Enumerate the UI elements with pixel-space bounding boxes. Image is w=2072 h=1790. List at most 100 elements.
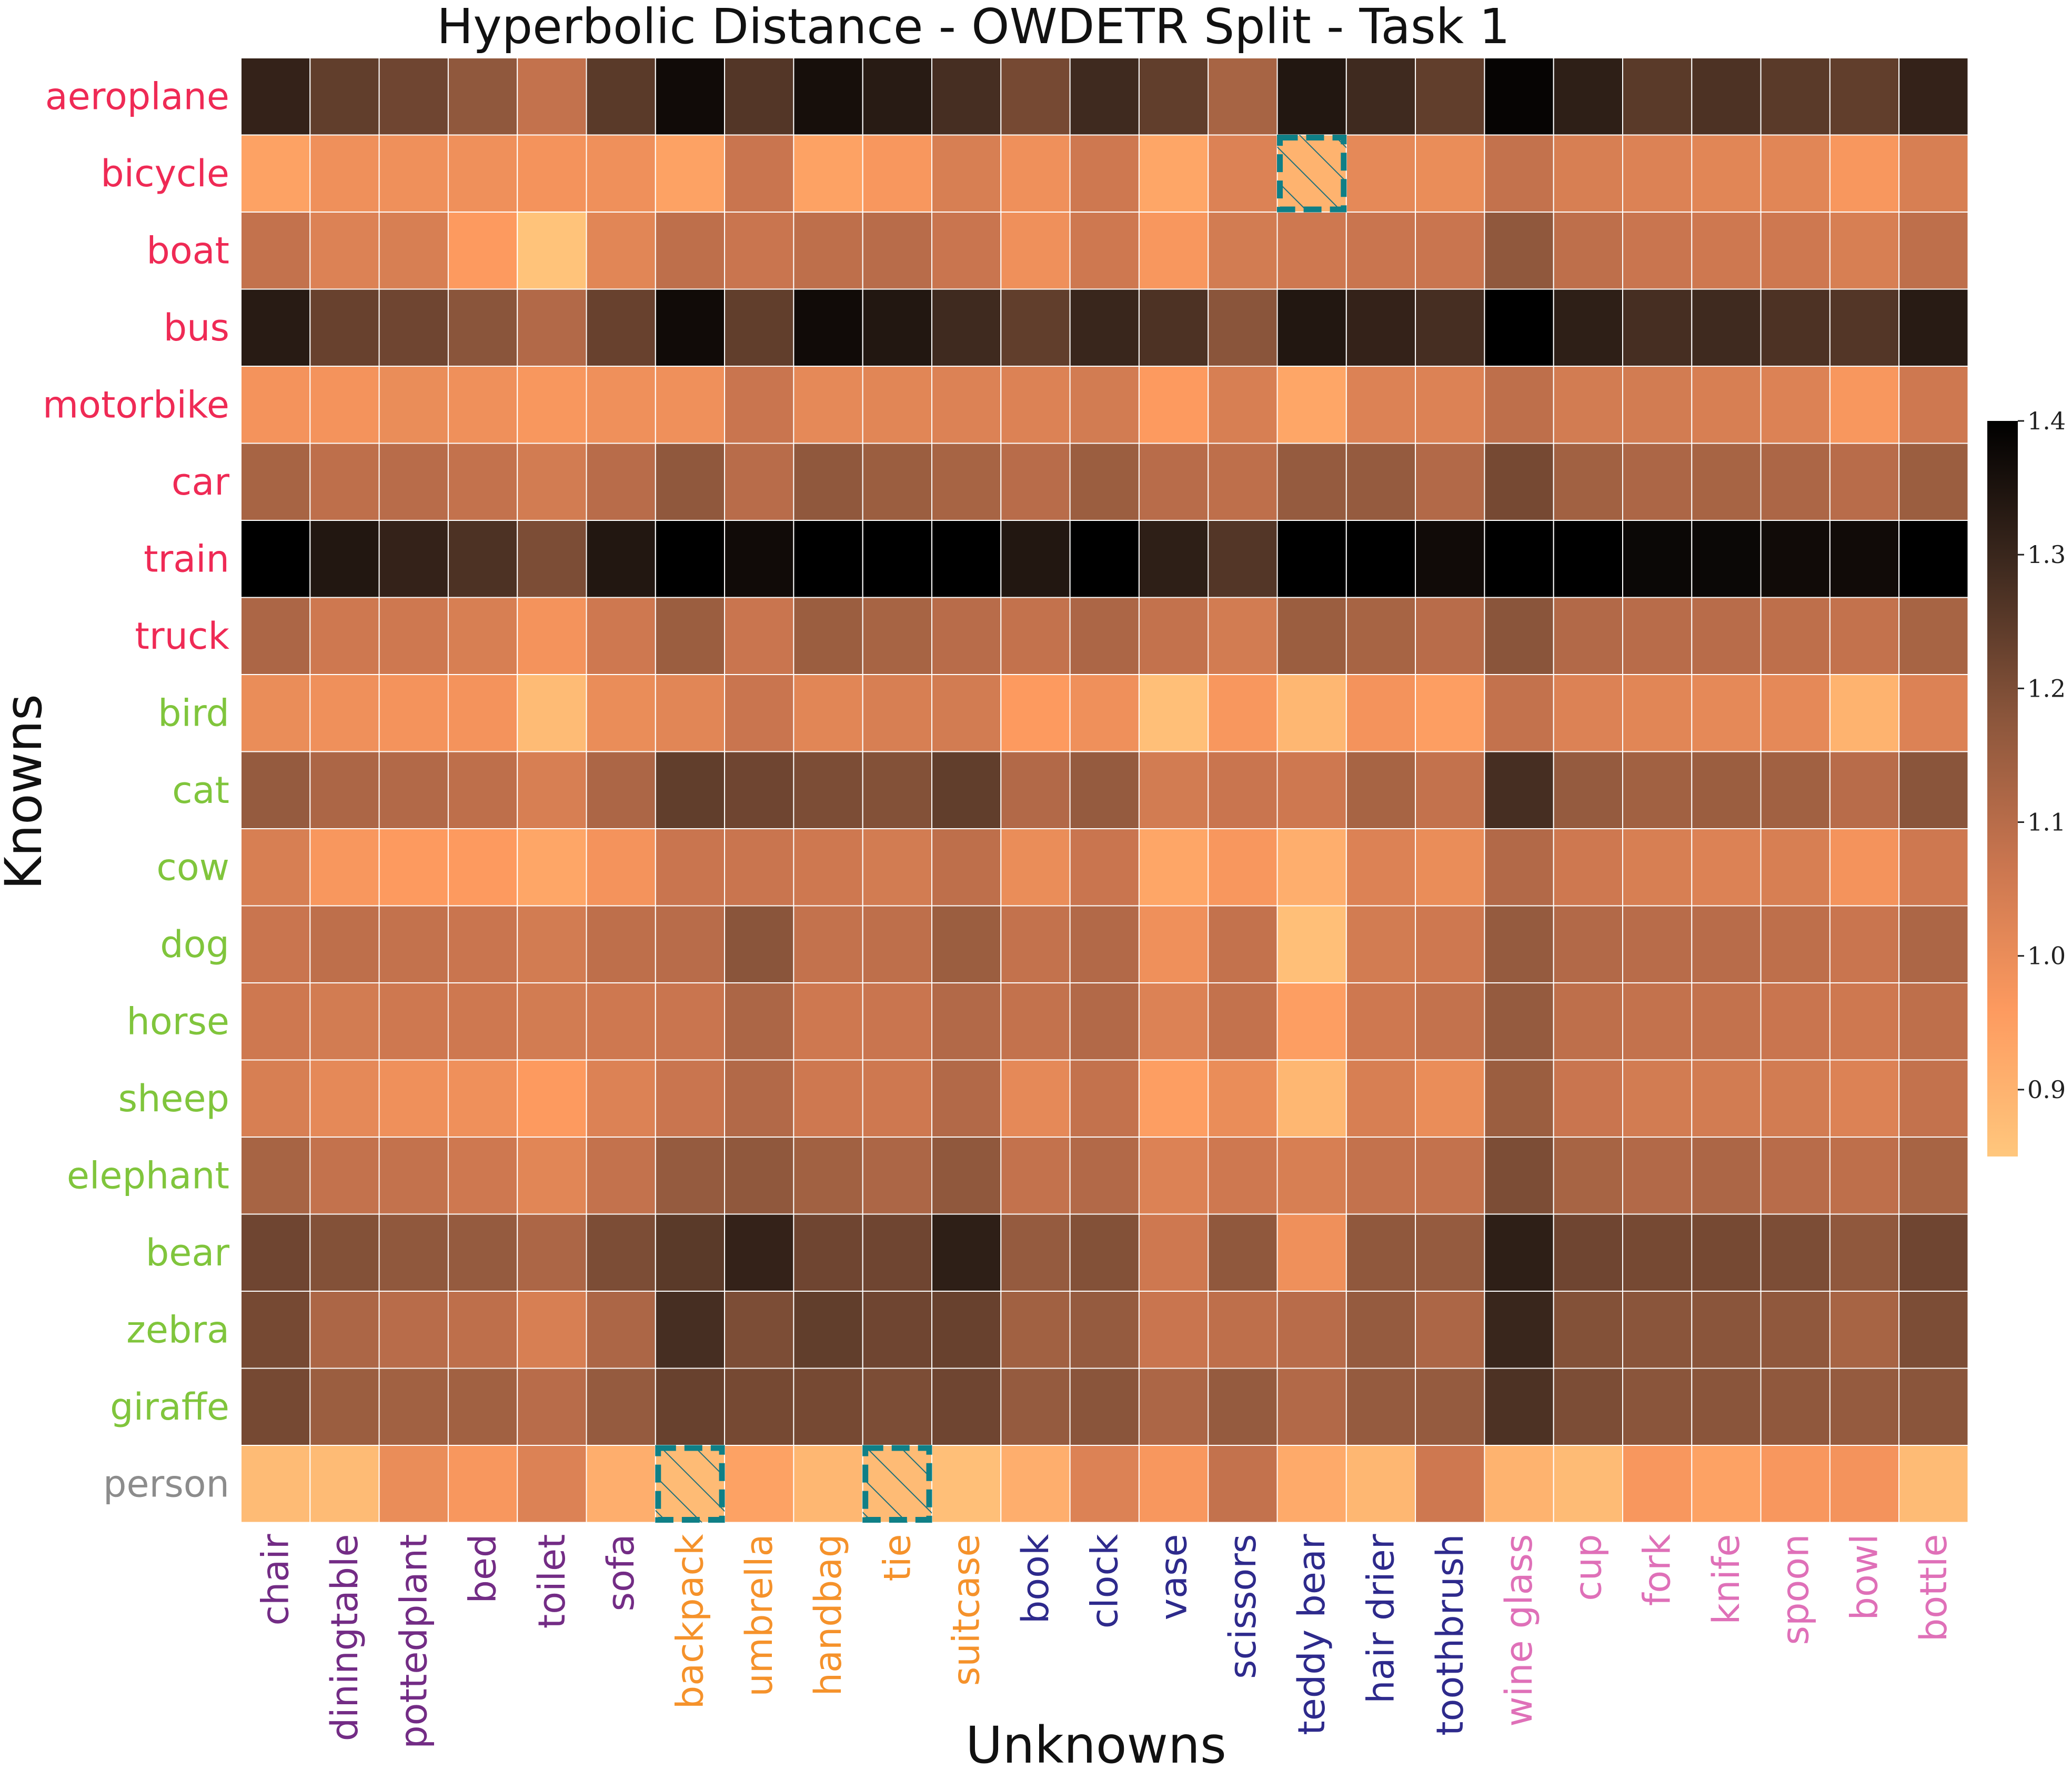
heatmap-cell-cow-toilet — [517, 828, 587, 907]
heatmap-cell-bicycle-bed — [447, 134, 518, 213]
row-labels: aeroplane bicycle boat bus motorbike car train… — [43, 75, 230, 1505]
heatmap-cell-car-vase — [1138, 443, 1209, 521]
column-label-clock: clock — [1083, 1534, 1126, 1628]
heatmap-cell-person-spoon — [1760, 1445, 1830, 1523]
heatmap-cell-cat-wine-glass — [1484, 751, 1554, 829]
heatmap-cell-horse-hair-drier — [1345, 982, 1416, 1061]
heatmap-cell-car-bed — [447, 443, 518, 521]
heatmap-cell-bicycle-tie — [862, 134, 932, 213]
heatmap-cell-aeroplane-book — [1000, 57, 1071, 136]
heatmap-cell-train-hair-drier — [1345, 520, 1416, 598]
heatmap-cell-bear-bed — [447, 1213, 518, 1292]
heatmap-cell-zebra-pottedplant — [378, 1291, 449, 1369]
heatmap-cell-sheep-book — [1000, 1059, 1071, 1138]
heatmap-cell-aeroplane-bottle — [1898, 57, 1969, 136]
heatmap-cell-cat-tie — [862, 751, 932, 829]
heatmap-cell-horse-handbag — [793, 982, 863, 1061]
heatmap-cell-aeroplane-knife — [1691, 57, 1762, 136]
heatmap-cell-motorbike-suitcase — [931, 366, 1002, 444]
heatmap-cell-cat-scissors — [1208, 751, 1278, 829]
heatmap-cell-car-fork — [1622, 443, 1693, 521]
heatmap-cell-cat-clock — [1069, 751, 1140, 829]
heatmap-cell-cow-wine-glass — [1484, 828, 1554, 907]
heatmap-cell-cat-teddy-bear — [1276, 751, 1347, 829]
heatmap-cell-car-pottedplant — [378, 443, 449, 521]
heatmap-cell-person-wine-glass — [1484, 1445, 1554, 1523]
heatmap-cell-zebra-handbag — [793, 1291, 863, 1369]
heatmap-cell-person-bottle — [1898, 1445, 1969, 1523]
heatmap-cell-elephant-pottedplant — [378, 1137, 449, 1215]
heatmap-cell-truck-spoon — [1760, 597, 1830, 675]
heatmap-cell-train-scissors — [1208, 520, 1278, 598]
column-label-wine-glass: wine glass — [1497, 1534, 1541, 1727]
heatmap-cell-dog-toilet — [517, 905, 587, 983]
heatmap-cell-person-scissors — [1208, 1445, 1278, 1523]
heatmap-cell-bicycle-book — [1000, 134, 1071, 213]
heatmap-cell-boat-fork — [1622, 212, 1693, 290]
heatmap-cell-giraffe-spoon — [1760, 1367, 1830, 1446]
heatmap-cell-truck-bed — [447, 597, 518, 675]
heatmap-cell-truck-tie — [862, 597, 932, 675]
heatmap-cell-aeroplane-spoon — [1760, 57, 1830, 136]
heatmap-cell-bird-cup — [1553, 674, 1623, 752]
heatmap-cell-cat-cup — [1553, 751, 1623, 829]
heatmap-cell-boat-hair-drier — [1345, 212, 1416, 290]
row-label-train: train — [144, 537, 229, 580]
heatmap-cell-bus-toilet — [517, 288, 587, 367]
heatmap-cell-person-knife — [1691, 1445, 1762, 1523]
heatmap-cell-horse-vase — [1138, 982, 1209, 1061]
heatmap-cell-sheep-teddy-bear — [1276, 1059, 1347, 1138]
heatmap-cell-aeroplane-toothbrush — [1415, 57, 1485, 136]
heatmap-cell-boat-toilet — [517, 212, 587, 290]
heatmap-cell-bird-bed — [447, 674, 518, 752]
heatmap-cell-boat-spoon — [1760, 212, 1830, 290]
heatmap-cell-bear-bowl — [1829, 1213, 1900, 1292]
heatmap-cell-elephant-bowl — [1829, 1137, 1900, 1215]
heatmap-cell-truck-vase — [1138, 597, 1209, 675]
heatmap-cell-cat-handbag — [793, 751, 863, 829]
heatmap-cell-zebra-clock — [1069, 1291, 1140, 1369]
heatmap-cell-bicycle-backpack — [655, 134, 726, 213]
heatmap-cell-person-teddy-bear — [1276, 1445, 1347, 1523]
heatmap-cell-horse-wine-glass — [1484, 982, 1554, 1061]
heatmap-cell-bear-handbag — [793, 1213, 863, 1292]
column-label-knife: knife — [1705, 1534, 1748, 1625]
heatmap-cell-bus-backpack — [655, 288, 726, 367]
heatmap-cell-cow-bowl — [1829, 828, 1900, 907]
row-label-cat: cat — [172, 769, 229, 812]
colorbar-tick-label: 1.3 — [2027, 540, 2066, 569]
heatmap-cell-motorbike-clock — [1069, 366, 1140, 444]
heatmap-cell-motorbike-knife — [1691, 366, 1762, 444]
heatmap-cell-car-toilet — [517, 443, 587, 521]
heatmap-cell-zebra-suitcase — [931, 1291, 1002, 1369]
heatmap-cell-dog-umbrella — [724, 905, 794, 983]
heatmap-cell-cow-book — [1000, 828, 1071, 907]
heatmap-cell-horse-spoon — [1760, 982, 1830, 1061]
heatmap-cell-bear-suitcase — [931, 1213, 1002, 1292]
heatmap-cell-giraffe-toilet — [517, 1367, 587, 1446]
heatmap-cell-bicycle-knife — [1691, 134, 1762, 213]
heatmap-cell-truck-bottle — [1898, 597, 1969, 675]
heatmap-cell-sheep-scissors — [1208, 1059, 1278, 1138]
heatmap-cell-aeroplane-hair-drier — [1345, 57, 1416, 136]
column-label-suitcase: suitcase — [945, 1534, 988, 1686]
column-label-umbrella: umbrella — [738, 1534, 781, 1697]
heatmap-cell-bus-diningtable — [309, 288, 380, 367]
heatmap-cell-motorbike-vase — [1138, 366, 1209, 444]
heatmap-cell-person-book — [1000, 1445, 1071, 1523]
heatmap-cell-person-vase — [1138, 1445, 1209, 1523]
heatmap-cell-cow-bed — [447, 828, 518, 907]
heatmap-cell-zebra-knife — [1691, 1291, 1762, 1369]
heatmap-cell-aeroplane-toilet — [517, 57, 587, 136]
heatmap-cell-giraffe-toothbrush — [1415, 1367, 1485, 1446]
heatmap-cell-cat-hair-drier — [1345, 751, 1416, 829]
heatmap-cell-bicycle-bottle — [1898, 134, 1969, 213]
heatmap-cell-bicycle-chair — [240, 134, 311, 213]
heatmap-cell-train-sofa — [586, 520, 656, 598]
heatmap-cell-cat-knife — [1691, 751, 1762, 829]
heatmap-cell-bus-vase — [1138, 288, 1209, 367]
heatmap-cell-aeroplane-umbrella — [724, 57, 794, 136]
heatmap-cell-bear-diningtable — [309, 1213, 380, 1292]
heatmap-cell-cow-hair-drier — [1345, 828, 1416, 907]
heatmap-cell-dog-cup — [1553, 905, 1623, 983]
